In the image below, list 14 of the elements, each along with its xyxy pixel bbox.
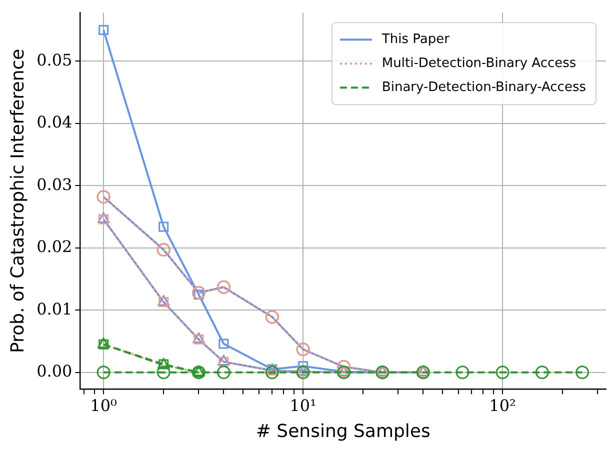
legend-label: This Paper	[380, 32, 450, 47]
y-tick-label: 0.03	[36, 174, 72, 194]
x-tick-label: 10²	[489, 396, 516, 415]
x-tick-label: 10⁰	[90, 396, 117, 415]
y-tick-label: 0.00	[36, 362, 72, 381]
y-tick-label: 0.04	[36, 112, 72, 132]
x-axis-title: # Sensing Samples	[256, 420, 430, 442]
legend-label: Multi-Detection-Binary Access	[382, 56, 576, 71]
y-tick-label: 0.05	[36, 50, 72, 70]
y-tick-label: 0.01	[36, 299, 72, 318]
y-axis-title: Prob. of Catastrophic Interference	[7, 48, 28, 354]
x-tick-label: 10¹	[290, 396, 316, 415]
legend-label: Binary-Detection-Binary-Access	[382, 80, 586, 95]
y-tick-label: 0.02	[36, 237, 72, 256]
